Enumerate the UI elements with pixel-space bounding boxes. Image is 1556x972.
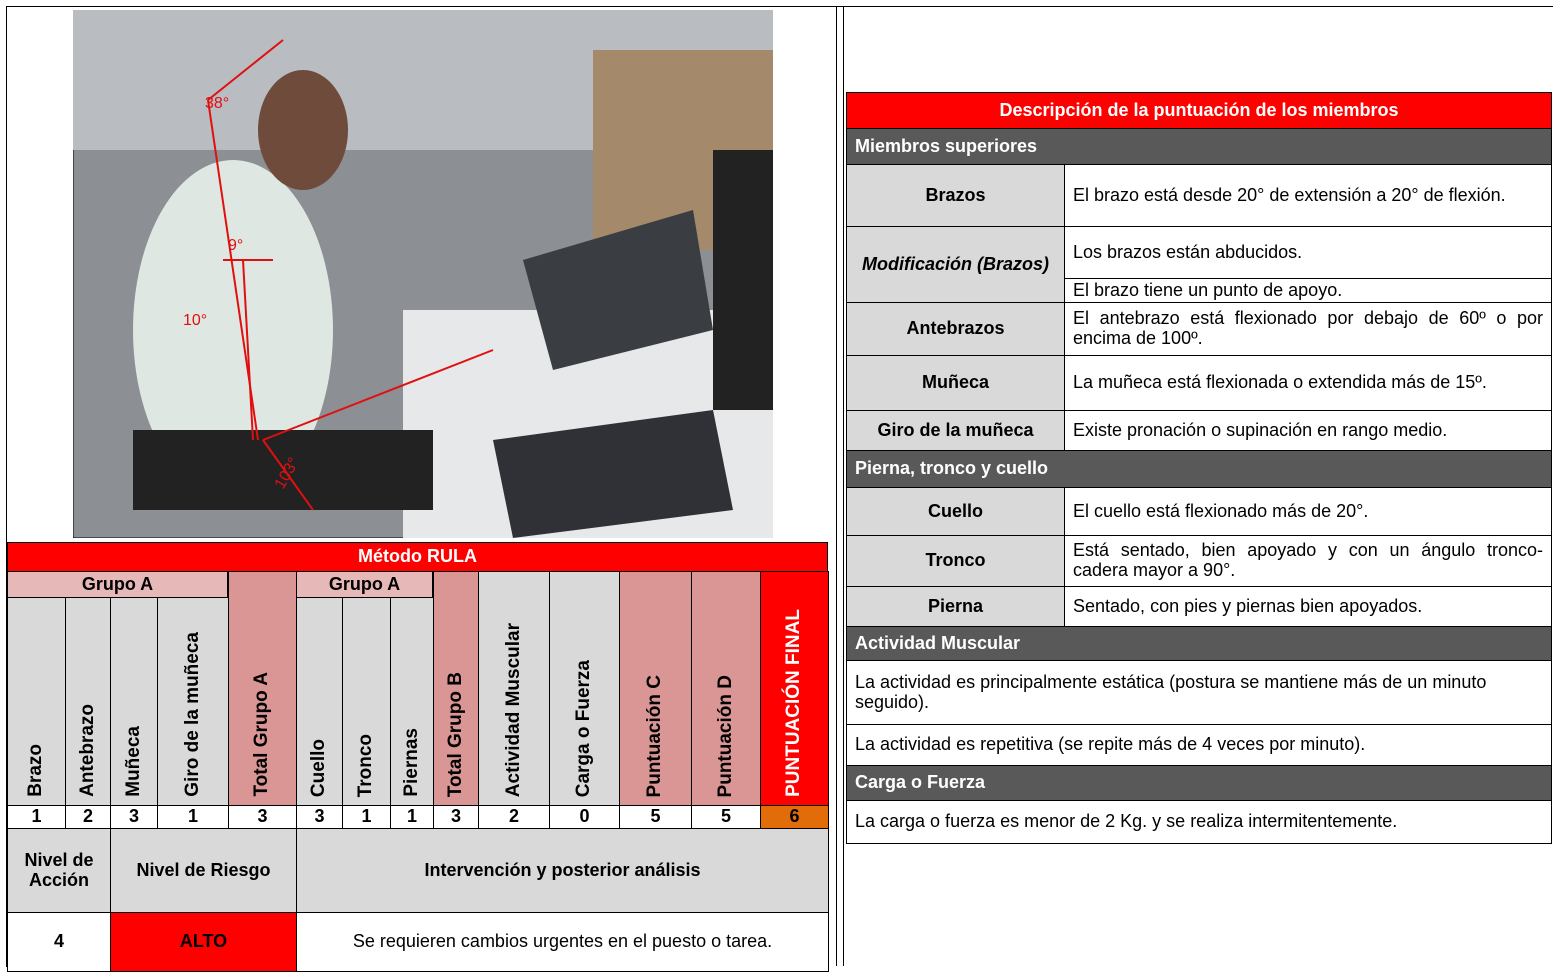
score: 1 — [342, 805, 391, 829]
row-label: Antebrazos — [846, 302, 1065, 356]
row-text: El brazo tiene un punto de apoyo. — [1064, 278, 1552, 303]
section-header: Pierna, tronco y cuello — [846, 450, 1552, 488]
score: 5 — [619, 805, 692, 829]
column-header: Muñeca — [110, 597, 158, 806]
column-header-text: Giro de la muñeca — [181, 632, 203, 797]
column-header-text: Puntuación D — [714, 674, 736, 797]
laptop — [523, 210, 713, 370]
row-label: Cuello — [846, 487, 1065, 536]
row-label: Giro de la muñeca — [846, 410, 1065, 451]
column-header-text: Total Grupo A — [251, 672, 273, 797]
outer-frame — [6, 6, 1553, 967]
row-label: Modificación (Brazos) — [846, 226, 1065, 303]
action-value: ALTO — [110, 912, 297, 972]
action-header: Nivel de Acción — [7, 828, 111, 913]
section-header: Carga o Fuerza — [846, 765, 1552, 801]
row-label: Muñeca — [846, 355, 1065, 411]
row-label: Tronco — [846, 535, 1065, 587]
row-text: Los brazos están abducidos. — [1064, 226, 1552, 279]
column-header: Antebrazo — [65, 597, 111, 806]
column-header-text: Antebrazo — [76, 704, 98, 797]
column-header: Actividad Muscular — [478, 571, 550, 806]
score: 6 — [760, 805, 829, 829]
column-header-text: Brazo — [25, 744, 47, 797]
row-text: Sentado, con pies y piernas bien apoyado… — [1064, 586, 1552, 627]
column-header: Total Grupo A — [228, 571, 297, 806]
column-header-text: Muñeca — [122, 726, 144, 797]
action-header: Intervención y posterior análisis — [296, 828, 829, 913]
head — [258, 70, 348, 190]
description-title: Descripción de la puntuación de los miem… — [846, 92, 1552, 129]
action-header: Nivel de Riesgo — [110, 828, 297, 913]
legs — [133, 430, 433, 510]
action-value: Se requieren cambios urgentes en el pues… — [296, 912, 829, 972]
section-header: Actividad Muscular — [846, 626, 1552, 661]
score: 2 — [478, 805, 550, 829]
paragraph: La actividad es repetitiva (se repite má… — [846, 724, 1552, 766]
score: 3 — [296, 805, 343, 829]
score: 3 — [110, 805, 158, 829]
photo: 38° 9° 10° 103° — [73, 10, 773, 538]
divider — [836, 6, 844, 966]
score: 3 — [433, 805, 479, 829]
angle-label: 38° — [205, 95, 229, 112]
column-header: Tronco — [342, 597, 391, 806]
shirt — [133, 160, 333, 500]
column-header: Giro de la muñeca — [157, 597, 229, 806]
score: 1 — [157, 805, 229, 829]
column-header-text: Total Grupo B — [444, 671, 466, 797]
row-text: El brazo está desde 20° de extensión a 2… — [1064, 164, 1552, 227]
column-header: Cuello — [296, 597, 343, 806]
row-text: Está sentado, bien apoyado y con un ángu… — [1064, 535, 1552, 587]
column-header: Puntuación C — [619, 571, 692, 806]
row-text: El antebrazo está flexionado por debajo … — [1064, 302, 1552, 356]
paragraph: La actividad es principalmente estática … — [846, 660, 1552, 725]
row-label: Pierna — [846, 586, 1065, 627]
angle-label: 9° — [228, 237, 243, 254]
monitor — [713, 150, 773, 410]
laptop-2 — [493, 410, 733, 538]
angle-lines — [207, 39, 494, 511]
score: 3 — [228, 805, 297, 829]
row-text: La muñeca está flexionada o extendida má… — [1064, 355, 1552, 411]
section-header: Miembros superiores — [846, 128, 1552, 165]
rula-title: Método RULA — [7, 542, 828, 572]
column-header-text: Tronco — [355, 733, 377, 797]
score: 1 — [7, 805, 66, 829]
score: 0 — [549, 805, 620, 829]
score: 5 — [691, 805, 761, 829]
angle-label: 10° — [183, 312, 207, 329]
row-text: El cuello está flexionado más de 20°. — [1064, 487, 1552, 536]
group-header: Grupo A — [296, 571, 433, 598]
column-header-text: Cuello — [308, 738, 330, 797]
column-header-text: Carga o Fuerza — [573, 659, 595, 797]
column-header-text: Piernas — [400, 728, 422, 797]
column-header: Piernas — [390, 597, 434, 806]
column-header: PUNTUACIÓN FINAL — [760, 571, 829, 806]
action-value: 4 — [7, 912, 111, 972]
column-header: Total Grupo B — [433, 571, 479, 806]
column-header-text: PUNTUACIÓN FINAL — [783, 609, 805, 797]
column-header: Carga o Fuerza — [549, 571, 620, 806]
score: 1 — [390, 805, 434, 829]
score: 2 — [65, 805, 111, 829]
row-text: Existe pronación o supinación en rango m… — [1064, 410, 1552, 451]
row-label: Brazos — [846, 164, 1065, 227]
column-header: Puntuación D — [691, 571, 761, 806]
column-header: Brazo — [7, 597, 66, 806]
paragraph: La carga o fuerza es menor de 2 Kg. y se… — [846, 800, 1552, 844]
column-header-text: Actividad Muscular — [502, 622, 524, 797]
column-header-text: Puntuación C — [644, 674, 666, 797]
group-header: Grupo A — [7, 571, 228, 598]
